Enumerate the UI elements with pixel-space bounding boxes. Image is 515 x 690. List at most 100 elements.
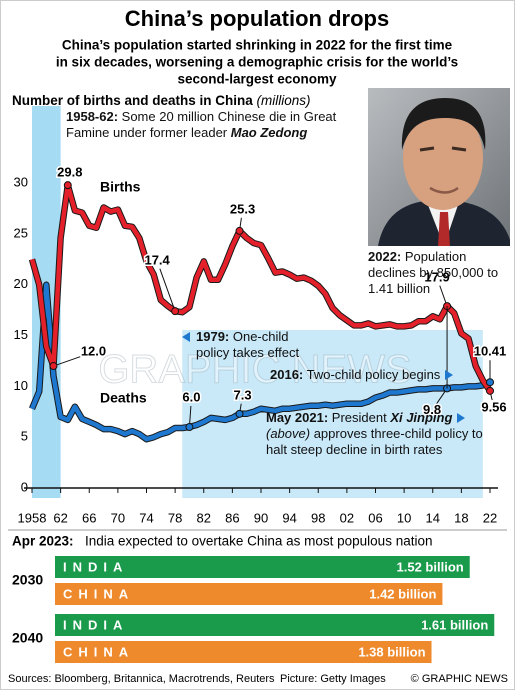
arrow [182, 332, 190, 342]
arrow [457, 413, 466, 423]
x-tick-label: 86 [225, 510, 239, 525]
value-label: 25.3 [230, 201, 255, 216]
annotation-text: approves three-child policy to halt stee… [266, 426, 483, 457]
series-label: Births [100, 179, 141, 195]
x-tick-label: 78 [168, 510, 182, 525]
value-label: 9.56 [481, 399, 506, 414]
annotation-text: 1958-62: [66, 109, 119, 124]
chart-subtitle: India expected to overtake China as most… [85, 534, 432, 549]
point [235, 226, 244, 235]
y-tick-label: 30 [14, 175, 28, 190]
category-label: 2030 [12, 572, 43, 588]
x-tick-label: 10 [397, 510, 411, 525]
point [63, 181, 72, 190]
annotation: 1958-62: Some 20 million Chinese die in … [66, 109, 366, 141]
point [171, 307, 180, 316]
chart-title: Apr 2023: [12, 534, 74, 549]
point [185, 423, 194, 432]
arrow [445, 370, 454, 380]
line [29, 282, 491, 442]
annotation-text: Some 20 million Chinese die in Great Fam… [66, 109, 337, 140]
sources: Sources: Bloomberg, Britannica, Macrotre… [8, 673, 275, 685]
x-tick-label: 66 [82, 510, 96, 525]
leader-line [159, 268, 176, 312]
chart-title: Number of births and deaths in China (mi… [12, 93, 311, 108]
x-tick-label: 70 [111, 510, 125, 525]
value-label: 7.3 [233, 387, 251, 402]
value-label: 29.8 [57, 165, 82, 180]
y-tick-label: 10 [14, 378, 28, 393]
x-tick-label: 98 [311, 510, 325, 525]
value-label: 17.4 [144, 253, 170, 268]
bar [55, 614, 495, 636]
annotation: 2016: Two-child policy begins [270, 367, 470, 383]
annotation-text: Population declines by 850,000 to 1.41 b… [368, 249, 499, 296]
x-tick-label: 1958 [18, 510, 47, 525]
subtitle: in six decades, worsening a demographic … [56, 55, 458, 70]
period-band [182, 330, 483, 498]
annotation-text: One-child policy takes effect [196, 329, 300, 360]
bar-value-label: 1.61 billion [421, 617, 488, 632]
units: (millions) [257, 93, 311, 108]
annotation-text: 2022: [368, 249, 402, 264]
value-label: 17.9 [424, 270, 449, 285]
annotation-text: Two-child policy begins [303, 367, 441, 382]
subtitle: China’s population started shrinking in … [62, 38, 453, 53]
y-tick-label: 0 [21, 479, 28, 494]
x-tick-label: 02 [340, 510, 354, 525]
chart-title: Number of births and deaths in China [12, 93, 253, 108]
picture-credit: Picture: Getty Images [280, 673, 386, 685]
x-tick-label: 90 [254, 510, 268, 525]
bar [55, 641, 432, 663]
bar-value-label: 1.42 billion [369, 586, 436, 601]
value-label: 10.41 [474, 344, 507, 359]
y-tick-label: 15 [14, 327, 28, 342]
x-tick-label: 94 [282, 510, 296, 525]
x-tick-label: 82 [197, 510, 211, 525]
photo [368, 88, 510, 246]
bar-name: INDIA [63, 617, 128, 632]
annotation-text: Xi Jinping [390, 410, 453, 425]
series-label: Deaths [100, 390, 147, 406]
x-tick-label: 74 [139, 510, 153, 525]
point [486, 378, 494, 387]
annotation-text: 1979: [196, 329, 230, 344]
bar [55, 556, 470, 578]
annotation: May 2021: President Xi Jinping (above) a… [266, 410, 494, 458]
x-tick-label: 18 [454, 510, 468, 525]
x-tick-label: 14 [426, 510, 440, 525]
value-label: 12.0 [81, 343, 106, 358]
annotation-text: (above) [266, 426, 311, 441]
annotation-text: 2016: [270, 367, 304, 382]
bar-name: CHINA [63, 644, 134, 659]
y-tick-label: 20 [14, 276, 28, 291]
annotation-text: May 2021: [266, 410, 329, 425]
leader-line [53, 354, 87, 367]
value-label: 6.0 [182, 389, 200, 404]
watermark: GRAPHIC NEWS [98, 348, 411, 392]
point [49, 362, 58, 371]
bar [55, 583, 443, 605]
bar-name: CHINA [63, 586, 134, 601]
y-tick-label: 5 [21, 429, 28, 444]
point [235, 409, 244, 418]
category-label: 2040 [12, 630, 43, 646]
annotation-text: Mao Zedong [230, 125, 308, 140]
bar-value-label: 1.38 billion [358, 644, 425, 659]
subtitle: second-largest economy [177, 72, 337, 87]
x-tick-label: 22 [483, 510, 497, 525]
annotation-text: President [328, 410, 391, 425]
x-tick-label: 62 [53, 510, 67, 525]
line [29, 182, 492, 393]
bar-name: INDIA [63, 559, 128, 574]
point [486, 386, 494, 395]
bar-value-label: 1.52 billion [397, 559, 464, 574]
x-tick-label: 06 [368, 510, 382, 525]
annotation: 2022: Population declines by 850,000 to … [368, 249, 510, 297]
credit: © GRAPHIC NEWS [411, 673, 508, 685]
annotation: 1979: One-child policy takes effect [182, 329, 308, 361]
title: China’s population drops [125, 6, 389, 31]
value-label: 9.8 [423, 402, 441, 417]
